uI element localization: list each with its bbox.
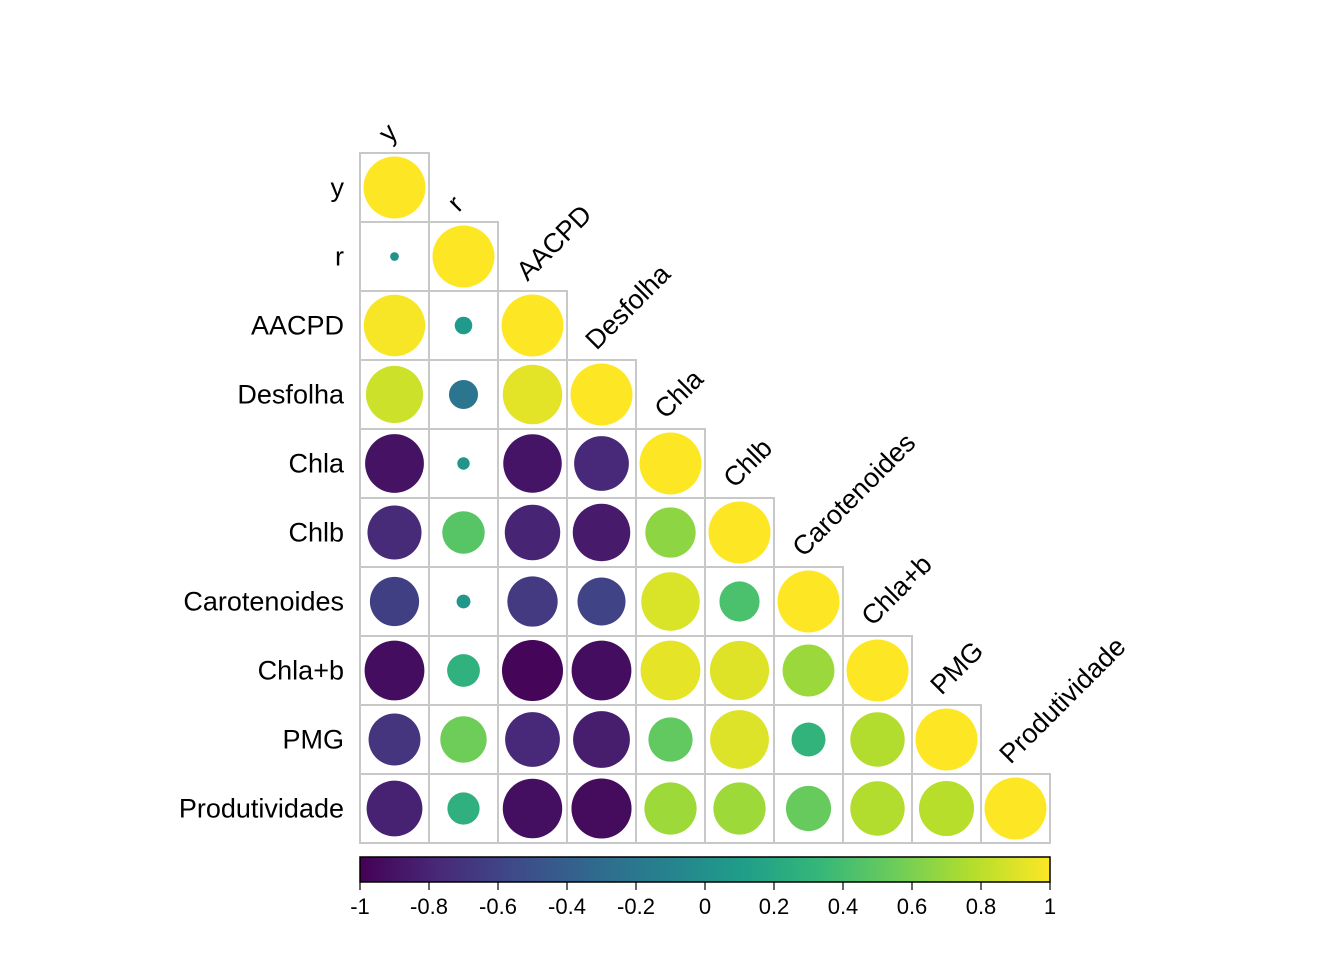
circle-pmg-y xyxy=(368,713,421,766)
row-label-desfolha: Desfolha xyxy=(237,380,345,410)
circle-chlb-desfolha xyxy=(572,503,631,562)
circle-produtividade-chla xyxy=(644,782,697,835)
colorbar-tick-label: 0.8 xyxy=(966,894,997,919)
circle-chla-y xyxy=(365,434,424,493)
circle-y-y xyxy=(363,156,426,219)
circle-pmg-r xyxy=(440,716,487,763)
circle-pmg-pmg xyxy=(915,708,978,771)
colorbar-tick-label: -0.6 xyxy=(479,894,517,919)
circle-desfolha-aacpd xyxy=(502,364,563,425)
colorbar: -1 -0.8 -0.6 -0.4 -0.2 0 0.2 0.4 0.6 0.8 1 xyxy=(350,856,1056,919)
column-label-carotenoides: Carotenoides xyxy=(787,427,922,562)
circle-pmg-chlb xyxy=(710,710,769,769)
column-label-pmg: PMG xyxy=(925,636,990,701)
circle-produtividade-carotenoides xyxy=(785,785,832,832)
colorbar-tick-label: -0.4 xyxy=(548,894,586,919)
colorbar-tick-label: -1 xyxy=(350,894,370,919)
circle-desfolha-r xyxy=(448,379,479,410)
circle-pmg-chla-b xyxy=(850,712,905,767)
circle-chlb-y xyxy=(367,505,422,560)
circle-carotenoides-y xyxy=(369,576,420,627)
circle-chla-desfolha xyxy=(574,436,629,491)
circle-chlb-chlb xyxy=(708,501,771,564)
circle-produtividade-chla-b xyxy=(850,781,905,836)
colorbar-tick-label: 0.6 xyxy=(897,894,928,919)
circle-chla-b-chlb xyxy=(709,640,770,701)
column-label-r: r xyxy=(442,190,470,218)
circle-chla-r xyxy=(457,457,470,470)
circle-produtividade-y xyxy=(366,780,423,837)
colorbar-gradient xyxy=(359,856,1051,883)
colorbar-tick-label: 0.4 xyxy=(828,894,859,919)
circle-produtividade-r xyxy=(447,792,480,825)
colorbar-tick-label: -0.8 xyxy=(410,894,448,919)
circle-carotenoides-chlb xyxy=(719,581,760,622)
circle-chlb-aacpd xyxy=(504,504,561,561)
circle-aacpd-aacpd xyxy=(501,294,564,357)
circle-carotenoides-desfolha xyxy=(577,577,626,626)
circle-chla-b-y xyxy=(364,640,425,701)
circle-desfolha-y xyxy=(365,365,424,424)
circle-pmg-aacpd xyxy=(505,712,560,767)
circle-chla-b-chla xyxy=(640,640,701,701)
column-label-aacpd: AACPD xyxy=(511,199,598,286)
circle-produtividade-desfolha xyxy=(571,778,632,839)
circle-r-y xyxy=(390,252,399,261)
circle-r-r xyxy=(432,225,495,288)
row-label-chla: Chla xyxy=(288,449,345,479)
column-label-desfolha: Desfolha xyxy=(580,258,677,355)
circle-aacpd-y xyxy=(363,294,426,357)
column-label-chlb: Chlb xyxy=(718,433,778,493)
row-label-aacpd: AACPD xyxy=(251,311,344,341)
correlation-cells xyxy=(359,152,1051,844)
circle-chla-b-chla-b xyxy=(846,639,909,702)
circle-desfolha-desfolha xyxy=(570,363,633,426)
circle-produtividade-chlb xyxy=(713,782,766,835)
colorbar-tick-label: 0 xyxy=(699,894,711,919)
circle-carotenoides-carotenoides xyxy=(777,570,840,633)
column-label-chla: Chla xyxy=(649,363,710,424)
circle-chla-b-r xyxy=(447,654,480,687)
circle-produtividade-aacpd xyxy=(502,778,563,839)
colorbar-tick-label: 0.2 xyxy=(759,894,790,919)
circle-chla-b-carotenoides xyxy=(782,644,835,697)
row-label-produtividade: Produtividade xyxy=(179,794,344,824)
circle-pmg-chla xyxy=(648,717,693,762)
row-label-carotenoides: Carotenoides xyxy=(183,587,344,617)
circle-produtividade-produtividade xyxy=(984,777,1047,840)
column-label-produtividade: Produtividade xyxy=(994,631,1132,769)
circle-produtividade-pmg xyxy=(918,780,975,837)
circle-chla-aacpd xyxy=(503,434,562,493)
circle-chla-b-desfolha xyxy=(571,640,632,701)
circle-aacpd-r xyxy=(454,316,473,335)
circle-chlb-chla xyxy=(645,507,696,558)
circle-chlb-r xyxy=(442,511,485,554)
row-label-y: y xyxy=(331,173,345,203)
circle-pmg-desfolha xyxy=(573,711,630,768)
row-label-r: r xyxy=(335,242,344,272)
row-label-pmg: PMG xyxy=(282,725,344,755)
circle-chla-b-aacpd xyxy=(501,639,564,702)
circle-carotenoides-r xyxy=(456,594,471,609)
column-label-chla-b: Chla+b xyxy=(856,549,938,631)
cell-desfolha-r xyxy=(428,359,499,430)
circle-pmg-carotenoides xyxy=(791,722,826,757)
circle-carotenoides-aacpd xyxy=(507,576,558,627)
colorbar-tick-label: 1 xyxy=(1044,894,1056,919)
row-label-chlb: Chlb xyxy=(288,518,344,548)
circle-chla-chla xyxy=(639,432,702,495)
colorbar-tick-label: -0.2 xyxy=(617,894,655,919)
column-label-y: y xyxy=(373,117,404,148)
circle-carotenoides-chla xyxy=(641,572,700,631)
row-label-chla-b: Chla+b xyxy=(258,656,344,686)
row-labels: y r AACPD Desfolha Chla Chlb Carotenoides Chla+… xyxy=(179,173,345,824)
